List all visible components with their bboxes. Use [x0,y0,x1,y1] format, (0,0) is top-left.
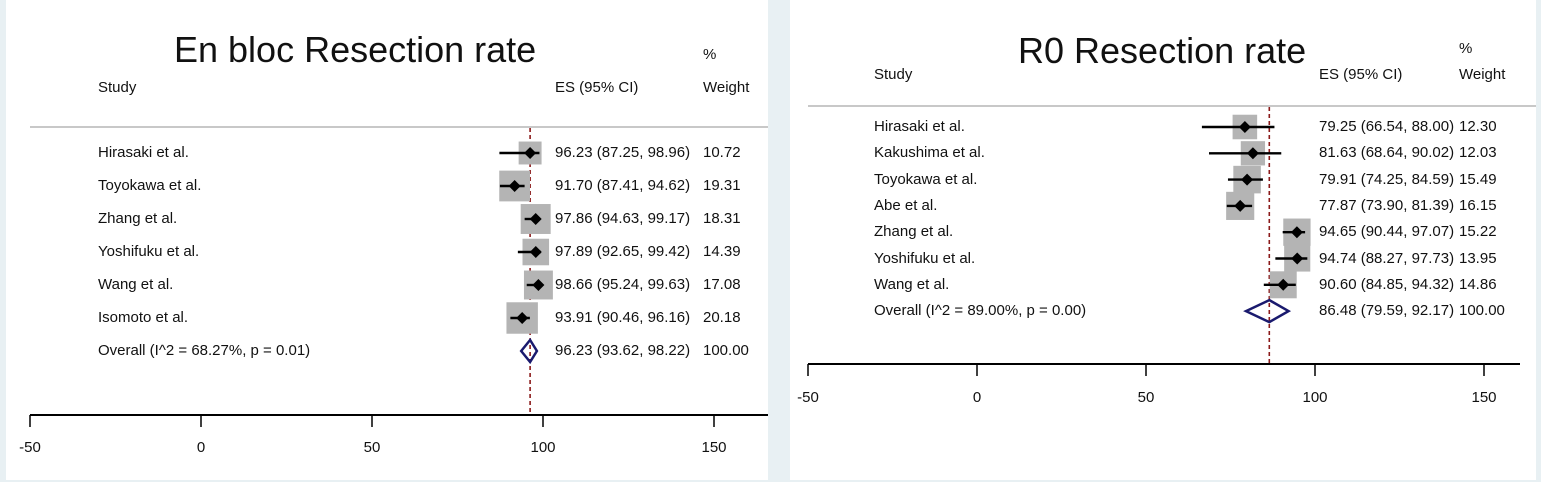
header-divider [30,126,768,128]
header-es: ES (95% CI) [1319,66,1403,83]
x-tick-label: 50 [1138,389,1155,406]
x-tick-label: -50 [19,439,41,456]
x-tick-label: -50 [797,389,819,406]
overall-diamond [1243,298,1292,324]
overall-es-ci: 96.23 (93.62, 98.22) [555,342,691,359]
study-point-estimate [524,147,537,159]
study-label: Hirasaki et al. [98,144,189,161]
header-es: ES (95% CI) [555,79,639,96]
study-label: Toyokawa et al. [874,170,978,188]
study-es-ci: 91.70 (87.41, 94.62) [555,177,691,194]
study-es-ci: 93.91 (90.46, 96.16) [555,309,691,326]
study-point-estimate [1241,173,1254,186]
study-weight: 19.31 [703,177,741,194]
study-es-ci: 94.74 (88.27, 97.73) [1319,249,1455,267]
overall-label: Overall (I^2 = 68.27%, p = 0.01) [98,342,311,359]
overall-weight: 100.00 [1459,302,1505,320]
study-point-estimate [532,279,545,291]
study-label: Wang et al. [98,276,174,293]
study-label: Isomoto et al. [98,309,189,326]
study-weight: 20.18 [703,309,741,326]
header-percent: % [703,46,717,63]
study-es-ci: 77.87 (73.90, 81.39) [1319,196,1455,214]
study-weight: 15.49 [1459,170,1497,188]
study-weight: 14.39 [703,243,741,260]
study-es-ci: 96.23 (87.25, 98.96) [555,144,691,161]
header-percent: % [1459,40,1473,57]
header-weight: Weight [703,79,750,96]
study-label: Zhang et al. [874,223,954,241]
x-tick-label: 100 [530,439,555,456]
study-weight: 18.31 [703,210,741,227]
x-tick-label: 150 [1471,389,1496,406]
study-point-estimate [1290,226,1303,239]
study-label: Yoshifuku et al. [874,249,976,267]
study-point-estimate [529,213,542,225]
study-weight: 12.03 [1459,144,1497,162]
study-label: Zhang et al. [98,210,178,227]
study-es-ci: 98.66 (95.24, 99.63) [555,276,691,293]
study-es-ci: 94.65 (90.44, 97.07) [1319,223,1455,241]
x-tick-label: 100 [1302,389,1327,406]
study-weight: 13.95 [1459,249,1497,267]
study-es-ci: 97.89 (92.65, 99.42) [555,243,691,260]
study-weight: 10.72 [703,144,741,161]
study-point-estimate [1238,121,1251,133]
header-weight: Weight [1459,66,1506,83]
chart-title: R0 Resection rate [1018,30,1307,71]
x-tick-label: 0 [973,389,981,406]
study-es-ci: 97.86 (94.63, 99.17) [555,210,691,227]
x-tick-label: 0 [197,439,205,456]
study-label: Abe et al. [874,196,938,214]
forest-plot-marks: -50 0 50 100 150 [19,128,768,456]
study-weight: 15.22 [1459,223,1497,241]
study-label: Toyokawa et al. [98,177,202,194]
header-study: Study [874,66,913,83]
forest-plot-marks: -50 0 50 100 150 [797,107,1520,406]
study-point-estimate [529,246,542,258]
x-tick-label: 150 [701,439,726,456]
overall-es-ci: 86.48 (79.59, 92.17) [1319,302,1455,320]
study-point-estimate [1234,199,1247,212]
x-tick-label: 50 [364,439,381,456]
study-weight: 17.08 [703,276,741,293]
study-label: Yoshifuku et al. [98,243,200,260]
study-point-estimate [516,312,529,324]
study-weight: 16.15 [1459,196,1497,214]
study-label: Wang et al. [874,275,950,293]
forest-plot-en-bloc: En bloc Resection rate Study ES (95% CI)… [6,0,768,480]
forest-plot-r0: R0 Resection rate Study ES (95% CI) % We… [790,0,1536,480]
chart-title: En bloc Resection rate [174,29,537,70]
study-es-ci: 90.60 (84.85, 94.32) [1319,275,1455,293]
study-point-estimate [508,180,521,192]
study-point-estimate [1291,252,1304,265]
study-weight: 12.30 [1459,118,1497,135]
study-point-estimate [1277,278,1290,291]
study-es-ci: 81.63 (68.64, 90.02) [1319,144,1455,162]
overall-weight: 100.00 [703,342,749,359]
header-divider [808,105,1536,107]
overall-label: Overall (I^2 = 89.00%, p = 0.00) [874,302,1087,320]
study-label: Kakushima et al. [874,144,985,162]
study-label: Hirasaki et al. [874,118,965,135]
overall-diamond [519,337,539,365]
header-study: Study [98,79,137,96]
study-es-ci: 79.25 (66.54, 88.00) [1319,118,1455,135]
study-es-ci: 79.91 (74.25, 84.59) [1319,170,1455,188]
study-point-estimate [1246,147,1259,160]
study-weight: 14.86 [1459,275,1497,293]
